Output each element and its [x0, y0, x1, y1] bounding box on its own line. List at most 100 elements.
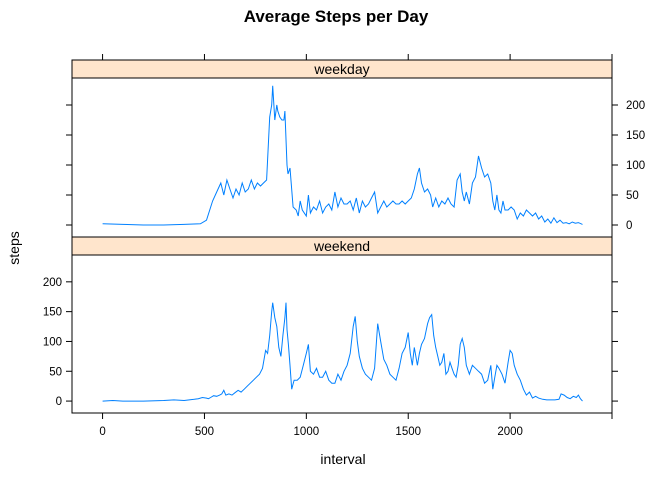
x-tick-label: 2000 — [497, 426, 523, 438]
data-point-weekend — [350, 353, 351, 354]
data-point-weekend — [253, 380, 254, 381]
data-point-weekend — [402, 353, 403, 354]
data-point-weekday — [220, 182, 221, 183]
data-point-weekend — [267, 353, 268, 354]
data-point-weekday — [359, 212, 360, 213]
data-point-weekday — [163, 224, 164, 225]
data-point-weekday — [408, 200, 409, 201]
data-point-weekend — [316, 368, 317, 369]
data-point-weekend — [478, 371, 479, 372]
data-point-weekday — [356, 197, 357, 198]
data-point-weekday — [419, 167, 420, 168]
data-point-weekday — [279, 116, 280, 117]
data-point-weekday — [235, 188, 236, 189]
data-point-weekend — [576, 397, 577, 398]
data-point-weekday — [254, 188, 255, 189]
data-point-weekday — [316, 209, 317, 210]
data-point-weekend — [567, 397, 568, 398]
data-point-weekday — [334, 191, 335, 192]
data-point-weekday — [444, 203, 445, 204]
data-point-weekday — [559, 220, 560, 221]
data-point-weekday — [286, 164, 287, 165]
data-point-weekend — [244, 389, 245, 390]
data-point-weekday — [289, 167, 290, 168]
data-point-weekend — [492, 389, 493, 390]
data-point-weekend — [532, 398, 533, 399]
data-point-weekend — [340, 380, 341, 381]
data-point-weekend — [285, 302, 286, 303]
data-point-weekend — [412, 365, 413, 366]
data-point-weekday — [223, 194, 224, 195]
data-point-weekend — [241, 392, 242, 393]
data-point-weekend — [282, 335, 283, 336]
data-point-weekend — [558, 399, 559, 400]
data-point-weekend — [272, 302, 273, 303]
data-point-weekday — [457, 179, 458, 180]
data-point-weekday — [432, 206, 433, 207]
data-point-weekday — [556, 222, 557, 223]
data-point-weekend — [213, 395, 214, 396]
data-point-weekday — [435, 197, 436, 198]
data-point-weekday — [277, 110, 278, 111]
data-point-weekday — [392, 200, 393, 201]
data-point-weekday — [302, 209, 303, 210]
data-point-weekday — [226, 179, 227, 180]
data-point-weekend — [487, 380, 488, 381]
data-point-weekday — [200, 223, 201, 224]
data-point-weekday — [538, 218, 539, 219]
data-point-weekend — [347, 365, 348, 366]
data-point-weekend — [498, 368, 499, 369]
data-point-weekend — [269, 335, 270, 336]
x-tick-label: 1500 — [395, 426, 421, 438]
data-point-weekend — [520, 380, 521, 381]
data-point-weekday — [239, 194, 240, 195]
data-point-weekday — [475, 176, 476, 177]
data-point-weekend — [573, 396, 574, 397]
data-point-weekday — [206, 220, 207, 221]
data-point-weekday — [380, 206, 381, 207]
data-point-weekend — [334, 383, 335, 384]
data-point-weekday — [414, 188, 415, 189]
data-point-weekend — [433, 335, 434, 336]
data-point-weekday — [582, 224, 583, 225]
data-point-weekend — [417, 365, 418, 366]
data-point-weekday — [281, 119, 282, 120]
y-tick-label: 0 — [626, 220, 632, 232]
data-point-weekday — [421, 182, 422, 183]
data-point-weekday — [484, 176, 485, 177]
data-point-weekday — [340, 197, 341, 198]
data-point-weekend — [439, 365, 440, 366]
data-point-weekday — [306, 215, 307, 216]
data-point-weekend — [247, 386, 248, 387]
y-tick-label: 50 — [626, 190, 639, 202]
data-point-weekday — [371, 197, 372, 198]
data-point-weekend — [494, 377, 495, 378]
data-point-weekend — [445, 374, 446, 375]
data-point-weekend — [306, 353, 307, 354]
chart-title: Average Steps per Day — [244, 7, 429, 26]
data-point-weekend — [427, 323, 428, 324]
data-point-weekend — [310, 371, 311, 372]
data-point-weekend — [456, 377, 457, 378]
data-point-weekend — [512, 353, 513, 354]
data-point-weekend — [392, 377, 393, 378]
data-point-weekday — [450, 203, 451, 204]
data-point-weekend — [112, 400, 113, 401]
data-point-weekday — [298, 215, 299, 216]
data-point-weekday — [383, 200, 384, 201]
data-point-weekday — [328, 203, 329, 204]
data-point-weekend — [371, 380, 372, 381]
data-point-weekday — [283, 119, 284, 120]
data-point-weekend — [475, 368, 476, 369]
data-point-weekend — [454, 374, 455, 375]
data-point-weekend — [219, 395, 220, 396]
data-point-weekend — [517, 374, 518, 375]
data-point-weekend — [102, 401, 103, 402]
data-point-weekend — [460, 344, 461, 345]
data-point-weekend — [262, 368, 263, 369]
data-point-weekend — [280, 356, 281, 357]
data-point-weekday — [578, 222, 579, 223]
data-point-weekday — [492, 200, 493, 201]
data-point-weekday — [402, 200, 403, 201]
